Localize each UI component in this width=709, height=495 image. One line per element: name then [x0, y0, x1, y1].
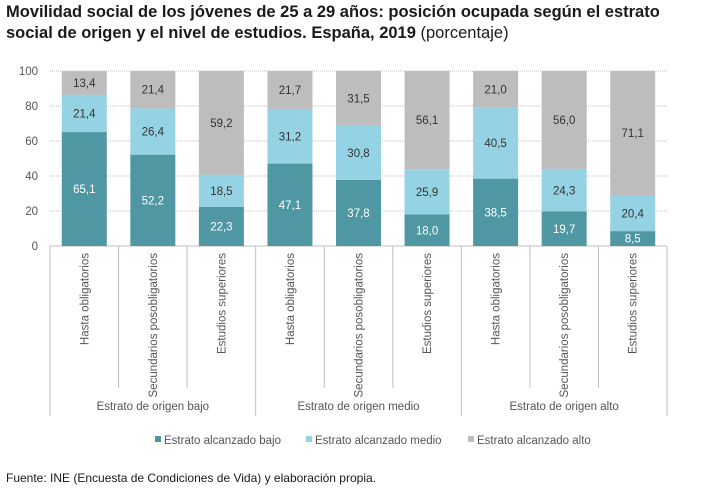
data-label: 31,5 — [347, 93, 369, 105]
y-tick-label: 0 — [32, 241, 38, 253]
data-label: 20,4 — [622, 208, 645, 220]
data-label: 52,2 — [142, 195, 164, 207]
bar-segment — [130, 71, 176, 109]
bar-segment — [473, 178, 519, 246]
legend-label: Estrato alcanzado alto — [477, 435, 591, 447]
data-label: 21,7 — [279, 85, 301, 97]
data-label: 40,5 — [484, 138, 506, 150]
bar-segment — [473, 107, 519, 179]
data-label: 56,0 — [553, 115, 575, 127]
bar-segment — [610, 71, 656, 196]
data-label: 22,3 — [210, 221, 232, 233]
chart-title: Movilidad social de los jóvenes de 25 a … — [6, 2, 706, 44]
y-tick-label: 100 — [19, 66, 38, 78]
data-label: 24,3 — [553, 185, 575, 197]
group-label: Estrato de origen medio — [297, 401, 419, 413]
bar-segment — [198, 71, 244, 175]
data-label: 8,5 — [625, 234, 641, 246]
data-label: 65,1 — [73, 184, 95, 196]
group-label: Estrato de origen bajo — [97, 401, 210, 413]
bar-segment — [610, 231, 656, 246]
x-category-label: Hasta obligatorios — [79, 253, 91, 345]
data-label: 71,1 — [622, 128, 644, 140]
chart-title-main: Movilidad social de los jóvenes de 25 a … — [6, 3, 660, 42]
data-label: 18,0 — [416, 225, 438, 237]
data-label: 30,8 — [347, 148, 369, 160]
legend-label: Estrato alcanzado medio — [315, 435, 442, 447]
x-category-label: Estudios superiores — [628, 253, 640, 354]
bar-segment — [610, 195, 656, 232]
legend-swatch — [155, 436, 161, 442]
bar-segment — [336, 125, 381, 180]
x-category-label: Estudios superiores — [422, 253, 434, 354]
data-label: 47,1 — [279, 200, 301, 212]
x-category-label: Secundarios posobligatorios — [559, 253, 571, 398]
data-label: 26,4 — [142, 127, 165, 139]
bar-segment — [404, 169, 450, 215]
bar-segment — [267, 163, 313, 246]
data-label: 21,0 — [484, 84, 506, 96]
bar-segment — [61, 71, 107, 95]
legend-swatch — [306, 436, 312, 442]
data-label: 38,5 — [484, 207, 506, 219]
bar-segment — [541, 71, 587, 169]
data-label: 56,1 — [416, 115, 438, 127]
bar-segment — [130, 108, 176, 155]
data-label: 18,5 — [210, 186, 232, 198]
data-label: 13,4 — [73, 78, 96, 90]
data-label: 37,8 — [347, 208, 369, 220]
legend-label: Estrato alcanzado bajo — [164, 435, 281, 447]
y-tick-label: 80 — [25, 101, 38, 113]
bar-segment — [541, 169, 587, 212]
data-label: 31,2 — [279, 131, 301, 143]
x-category-label: Secundarios posobligatorios — [354, 253, 366, 398]
bar-segment — [130, 154, 176, 246]
x-category-label: Estudios superiores — [216, 253, 228, 354]
bar-segment — [404, 71, 450, 170]
stacked-bar-chart: 65,1 21,4 13,4 52,2 26,4 21,4 22,3 18,5 59,2 47,1… — [19, 66, 668, 447]
y-tick-label: 20 — [25, 206, 38, 218]
bar-segment — [61, 94, 107, 133]
data-label: 19,7 — [553, 224, 575, 236]
x-category-label: Hasta obligatorios — [285, 253, 297, 345]
bar-segment — [267, 71, 313, 109]
bar-segment — [404, 214, 450, 246]
data-label: 21,4 — [142, 85, 165, 97]
data-label: 25,9 — [416, 187, 438, 199]
bar-segment — [473, 71, 519, 108]
chart-title-sub: (porcentaje) — [420, 24, 509, 42]
group-label: Estrato de origen alto — [510, 401, 619, 413]
bar-segment — [336, 70, 381, 126]
y-tick-label: 40 — [25, 171, 38, 183]
bar-segment — [61, 132, 107, 246]
bar-segment — [267, 108, 313, 164]
y-tick-label: 60 — [25, 136, 38, 148]
bar-segment — [198, 206, 244, 246]
x-category-label: Secundarios posobligatorios — [148, 253, 160, 398]
legend-swatch — [468, 436, 474, 442]
bar-segment — [336, 179, 381, 246]
bar-segment — [198, 174, 244, 207]
data-label: 59,2 — [210, 118, 232, 130]
data-label: 21,4 — [73, 108, 96, 120]
source-note: Fuente: INE (Encuesta de Condiciones de … — [6, 471, 377, 485]
x-category-label: Hasta obligatorios — [491, 253, 503, 345]
bar-segment — [541, 211, 587, 246]
